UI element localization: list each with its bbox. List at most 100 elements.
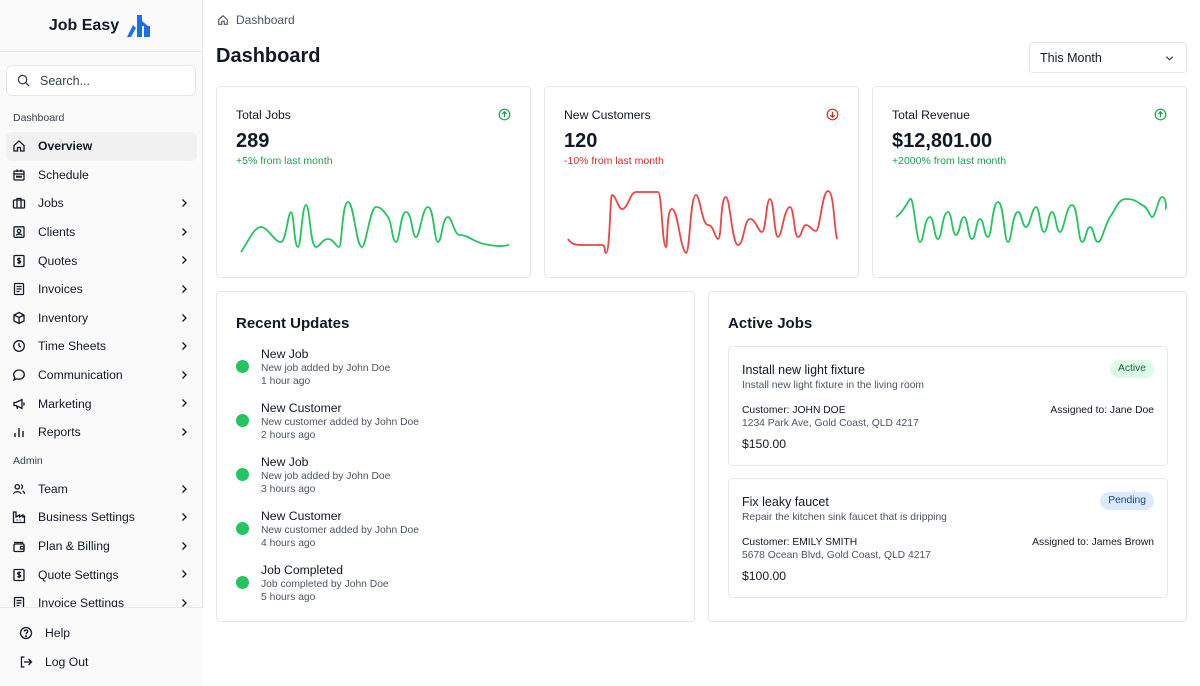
- update-time: 4 hours ago: [261, 538, 316, 549]
- chevron-down-icon: [1165, 56, 1174, 61]
- sidebar-item-clients[interactable]: Clients: [6, 218, 197, 247]
- section-label-admin: Admin: [13, 454, 43, 467]
- job-address: 5678 Ocean Blvd, Gold Coast, QLD 4217: [742, 550, 931, 561]
- bar-chart-icon: [14, 428, 24, 438]
- stat-card-total-revenue: Total Revenue $12,801.00 +2000% from las…: [872, 86, 1187, 278]
- stat-label: Total Jobs: [236, 108, 291, 122]
- sidebar-item-team[interactable]: Team: [6, 475, 197, 504]
- sidebar-item-label: Marketing: [38, 396, 92, 411]
- panel-title: Active Jobs: [728, 315, 813, 332]
- logout-button[interactable]: Log Out: [0, 647, 203, 676]
- sidebar-footer: Help Log Out: [0, 607, 203, 686]
- search-input[interactable]: [40, 73, 180, 88]
- sidebar-item-label: Jobs: [38, 196, 64, 211]
- period-select[interactable]: This Month: [1029, 42, 1187, 73]
- job-assigned: Assigned to: Jane Doe: [1050, 405, 1154, 416]
- sidebar-item-label: Communication: [38, 368, 123, 383]
- chevron-right-icon: [182, 427, 187, 436]
- job-card[interactable]: Fix leaky faucet Repair the kitchen sink…: [728, 478, 1168, 598]
- update-title: New Job: [261, 455, 309, 469]
- sidebar-item-inventory[interactable]: Inventory: [6, 304, 197, 333]
- stat-value: $12,801.00: [892, 130, 993, 152]
- sidebar-item-invoices[interactable]: Invoices: [6, 275, 197, 304]
- update-item[interactable]: New Customer New customer added by John …: [236, 401, 676, 449]
- update-time: 5 hours ago: [261, 592, 316, 603]
- sidebar-item-marketing[interactable]: Marketing: [6, 389, 197, 418]
- trend-up-icon: [498, 108, 511, 121]
- status-dot: [236, 576, 249, 589]
- job-address: 1234 Park Ave, Gold Coast, QLD 4217: [742, 418, 919, 429]
- update-title: Job Completed: [261, 563, 343, 577]
- sidebar-item-quote-settings[interactable]: Quote Settings: [6, 560, 197, 589]
- job-card[interactable]: Install new light fixture Install new li…: [728, 346, 1168, 466]
- chevron-right-icon: [182, 199, 187, 208]
- trend-down-icon: [826, 108, 839, 121]
- job-customer: Customer: JOHN DOE: [742, 405, 846, 416]
- help-button[interactable]: Help: [0, 618, 203, 647]
- sidebar-item-schedule[interactable]: Schedule: [6, 161, 197, 190]
- sidebar-item-label: Reports: [38, 425, 81, 440]
- sidebar-item-jobs[interactable]: Jobs: [6, 189, 197, 218]
- status-dot: [236, 522, 249, 535]
- update-desc: New job added by John Doe: [261, 471, 391, 482]
- job-price: $150.00: [742, 437, 787, 451]
- breadcrumb-label: Dashboard: [236, 13, 295, 27]
- sidebar-item-communication[interactable]: Communication: [6, 361, 197, 390]
- status-dot: [236, 414, 249, 427]
- chat-icon: [12, 369, 25, 382]
- sidebar-item-overview[interactable]: Overview: [6, 132, 197, 161]
- dollar-document-icon: [13, 254, 25, 267]
- factory-icon: [12, 511, 26, 524]
- sidebar-item-label: Quotes: [38, 253, 78, 268]
- sidebar-item-quotes[interactable]: Quotes: [6, 246, 197, 275]
- search-box[interactable]: [6, 65, 196, 96]
- sidebar-item-label: Overview: [38, 139, 93, 154]
- stat-label: New Customers: [564, 108, 651, 122]
- stat-card-new-customers: New Customers 120 -10% from last month: [544, 86, 859, 278]
- home-icon: [218, 14, 228, 25]
- update-time: 3 hours ago: [261, 484, 316, 495]
- sidebar-item-invoice-settings[interactable]: Invoice Settings: [6, 589, 197, 607]
- update-item[interactable]: Job Completed Job completed by John Doe …: [236, 563, 676, 611]
- sidebar-item-plan-billing[interactable]: Plan & Billing: [6, 532, 197, 561]
- chevron-right-icon: [182, 513, 187, 522]
- job-title: Fix leaky faucet: [742, 495, 829, 509]
- invoice-icon: [13, 597, 25, 607]
- brand[interactable]: Job Easy: [0, 0, 202, 52]
- sidebar-item-reports[interactable]: Reports: [6, 418, 197, 447]
- help-icon: [19, 626, 33, 639]
- stat-change: +2000% from last month: [892, 155, 1007, 167]
- status-dot: [236, 360, 249, 373]
- sidebar-item-label: Business Settings: [38, 510, 135, 525]
- update-item[interactable]: New Job New job added by John Doe 1 hour…: [236, 347, 676, 395]
- breadcrumb[interactable]: Dashboard: [217, 13, 295, 27]
- trend-up-icon: [1154, 108, 1167, 121]
- users-icon: [12, 483, 26, 495]
- brand-name: Job Easy: [48, 16, 120, 34]
- update-desc: New customer added by John Doe: [261, 417, 419, 428]
- stat-label: Total Revenue: [892, 108, 970, 122]
- sidebar-item-label: Time Sheets: [38, 339, 106, 354]
- sidebar-item-label: Invoices: [38, 282, 83, 297]
- update-title: New Job: [261, 347, 309, 361]
- update-item[interactable]: New Job New job added by John Doe 3 hour…: [236, 455, 676, 503]
- sparkline-new-customers: [567, 190, 838, 254]
- sidebar-item-label: Invoice Settings: [38, 596, 125, 607]
- search-icon: [17, 74, 30, 87]
- update-desc: Job completed by John Doe: [261, 579, 389, 590]
- update-time: 1 hour ago: [261, 376, 311, 387]
- chevron-right-icon: [182, 342, 187, 351]
- update-time: 2 hours ago: [261, 430, 316, 441]
- sidebar-item-time-sheets[interactable]: Time Sheets: [6, 332, 197, 361]
- wallet-icon: [13, 541, 25, 553]
- update-item[interactable]: New Customer New customer added by John …: [236, 509, 676, 557]
- sidebar-item-label: Quote Settings: [38, 567, 119, 582]
- dollar-document-icon: [13, 568, 25, 581]
- sidebar-item-business-settings[interactable]: Business Settings: [6, 503, 197, 532]
- sparkline-total-revenue: [895, 196, 1167, 243]
- sidebar-item-label: Schedule: [38, 167, 89, 182]
- section-label-dashboard: Dashboard: [13, 112, 65, 124]
- chevron-right-icon: [182, 285, 187, 293]
- chevron-right-icon: [182, 227, 187, 236]
- job-easy-logo-icon: [127, 14, 151, 37]
